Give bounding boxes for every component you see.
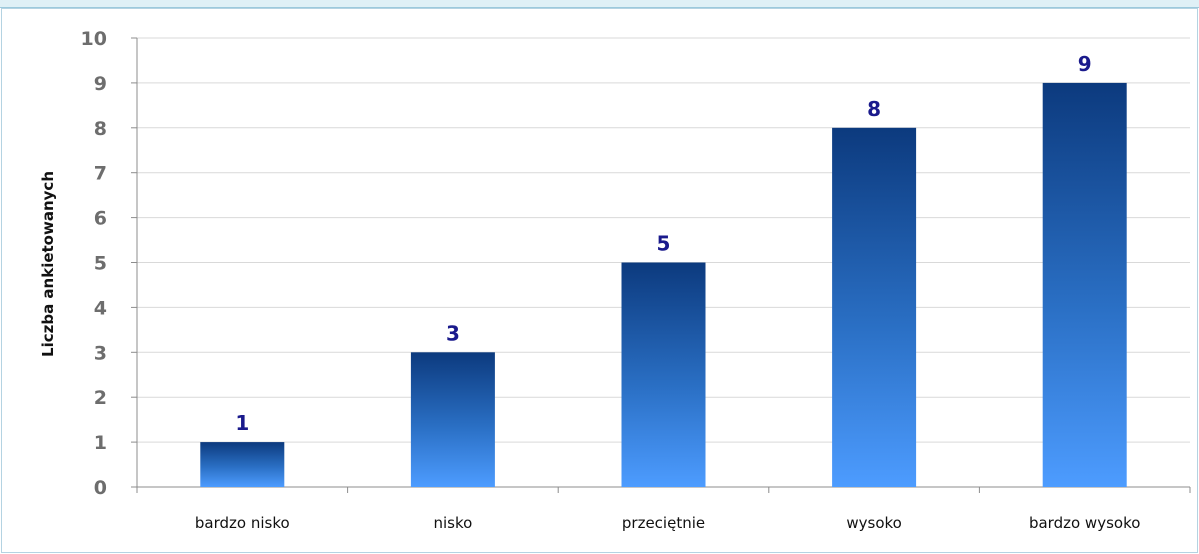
y-tick-label: 5 (94, 253, 107, 275)
data-labels: 1 3 5 8 9 (235, 52, 1091, 435)
y-tick-label: 0 (94, 477, 107, 499)
data-label: 8 (867, 97, 881, 121)
bar (200, 442, 285, 487)
bar (621, 262, 706, 487)
chart-border (1, 8, 1198, 553)
x-category-label: bardzo nisko (195, 514, 290, 532)
data-label: 3 (446, 321, 460, 345)
data-label: 1 (235, 411, 249, 435)
y-tick-labels: 0 1 2 3 4 5 6 7 8 9 10 (81, 28, 107, 499)
y-tick-label: 3 (94, 342, 107, 364)
bar (832, 127, 917, 488)
y-tick-label: 8 (94, 118, 107, 140)
y-tick-label: 4 (94, 297, 107, 319)
top-banner-strip (0, 0, 1199, 8)
y-tick-label: 9 (94, 73, 107, 95)
data-label: 5 (657, 232, 671, 256)
bar (410, 352, 495, 487)
y-axis-title: Liczba ankietowanych (39, 171, 57, 357)
bars (200, 82, 1127, 488)
bar (1042, 82, 1127, 488)
x-category-label: przeciętnie (622, 514, 705, 532)
y-tick-label: 10 (81, 28, 107, 50)
y-tick-label: 1 (94, 432, 107, 454)
y-tick-label: 2 (94, 387, 107, 409)
x-category-labels: bardzo nisko nisko przeciętnie wysoko bardzo… (195, 514, 1141, 532)
x-category-label: wysoko (846, 514, 901, 532)
data-label: 9 (1078, 52, 1092, 76)
x-category-label: nisko (433, 514, 472, 532)
y-tick-label: 6 (94, 208, 107, 230)
x-category-label: bardzo wysoko (1029, 514, 1140, 532)
y-tick-label: 7 (94, 163, 107, 185)
